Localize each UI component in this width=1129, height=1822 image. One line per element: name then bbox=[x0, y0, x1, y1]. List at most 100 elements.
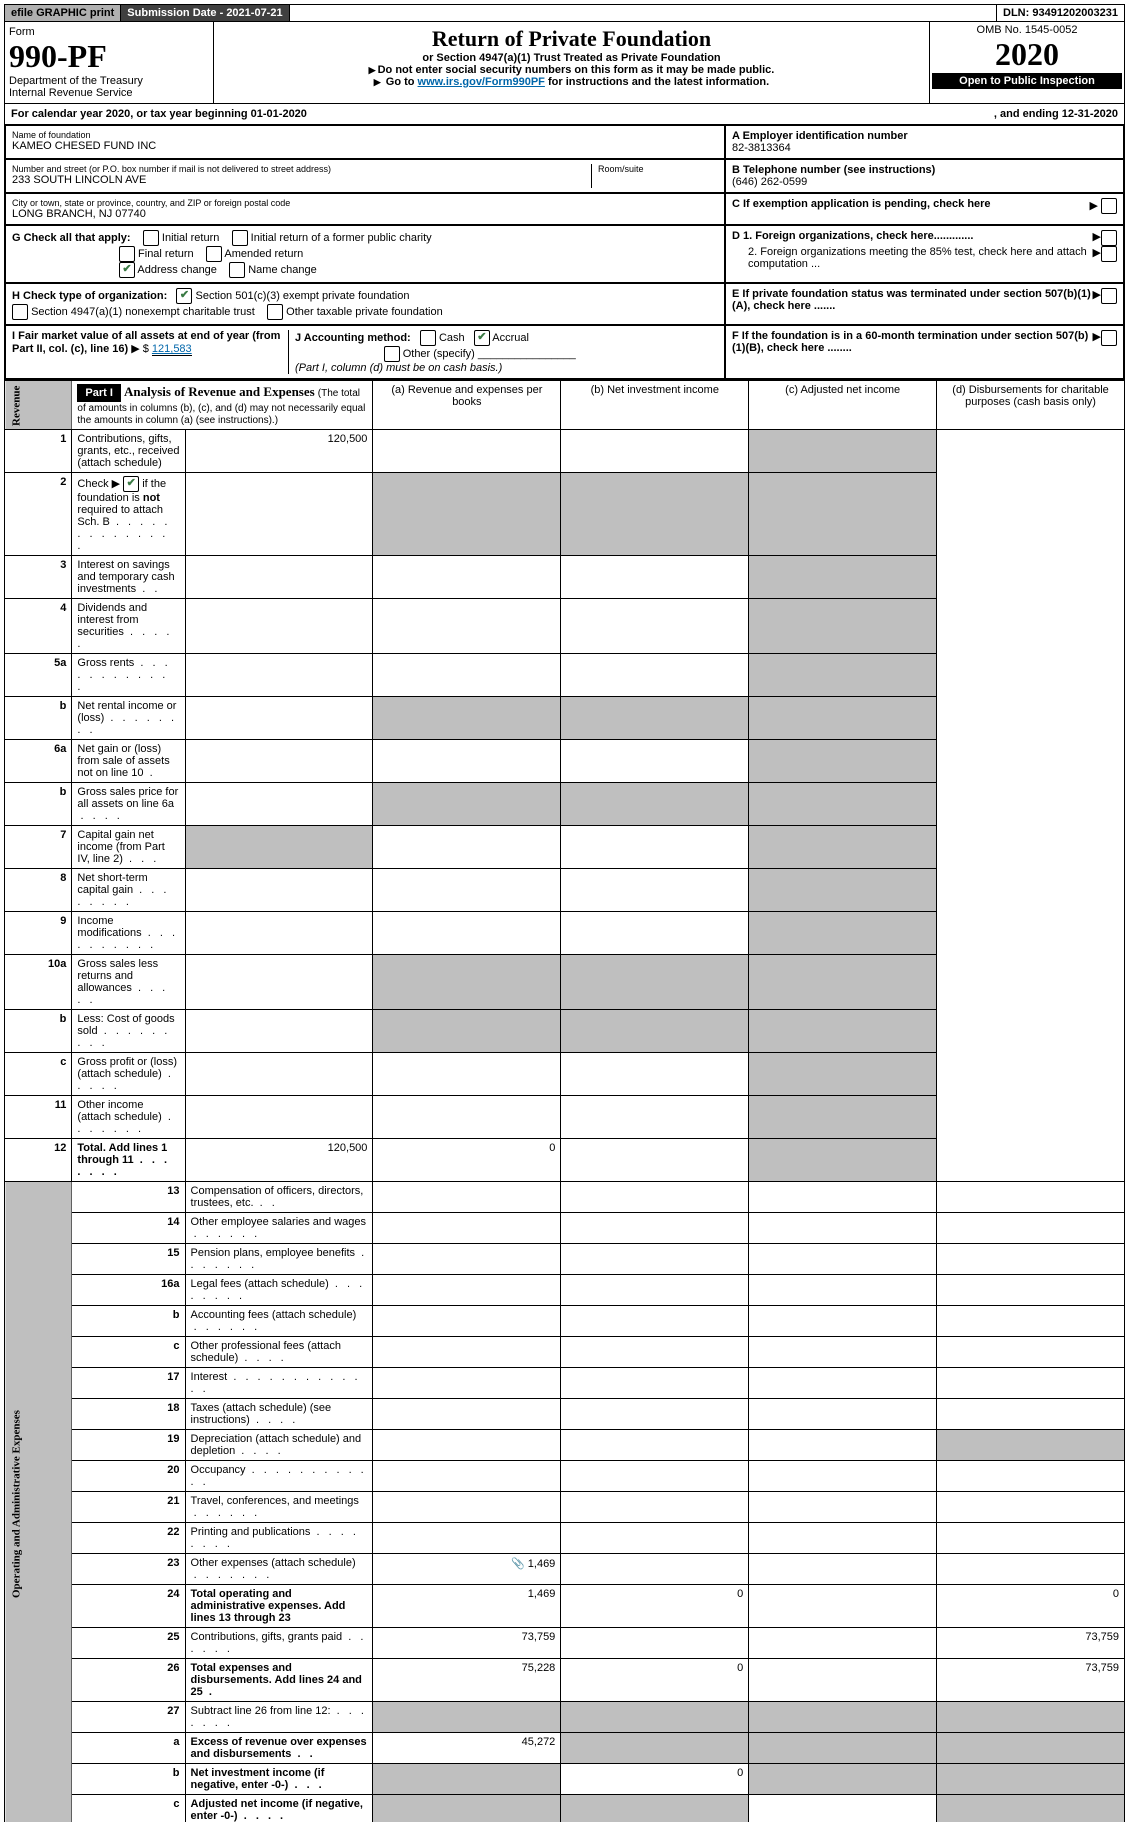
cell-d bbox=[937, 1702, 1125, 1733]
cell-a bbox=[373, 1182, 561, 1213]
row-description: Total operating and administrative expen… bbox=[185, 1585, 373, 1628]
cal-year-begin: For calendar year 2020, or tax year begi… bbox=[11, 108, 307, 120]
cell-c bbox=[561, 697, 749, 740]
row-description: Total expenses and disbursements. Add li… bbox=[185, 1659, 373, 1702]
row-description: Other expenses (attach schedule) . . . .… bbox=[185, 1554, 373, 1585]
row-number: 14 bbox=[72, 1213, 185, 1244]
table-row: bNet rental income or (loss) . . . . . .… bbox=[5, 697, 1125, 740]
street-address: 233 SOUTH LINCOLN AVE bbox=[12, 174, 591, 186]
cell-b bbox=[561, 1399, 749, 1430]
cell-c bbox=[561, 556, 749, 599]
final-return-checkbox[interactable] bbox=[119, 246, 135, 262]
cell-c bbox=[749, 1492, 937, 1523]
cell-b bbox=[561, 1430, 749, 1461]
cell-d bbox=[749, 599, 937, 654]
cell-b bbox=[373, 783, 561, 826]
cell-d bbox=[749, 697, 937, 740]
cell-b bbox=[373, 654, 561, 697]
table-row: 5aGross rents . . . . . . . . . . . . bbox=[5, 654, 1125, 697]
cell-d bbox=[749, 740, 937, 783]
row-description: Interest on savings and temporary cash i… bbox=[72, 556, 185, 599]
table-row: 2Check ▶ ✔ if the foundation is not requ… bbox=[5, 473, 1125, 556]
cell-c bbox=[749, 1702, 937, 1733]
j-cash-checkbox[interactable] bbox=[420, 330, 436, 346]
name-change-label: Name change bbox=[248, 264, 317, 276]
col-b-header: (b) Net investment income bbox=[561, 381, 749, 430]
cell-a bbox=[373, 1275, 561, 1306]
cell-d bbox=[937, 1275, 1125, 1306]
e-checkbox[interactable] bbox=[1101, 288, 1117, 304]
table-row: Operating and Administrative Expenses13C… bbox=[5, 1182, 1125, 1213]
row-number: a bbox=[72, 1733, 185, 1764]
row-description: Legal fees (attach schedule) . . . . . .… bbox=[185, 1275, 373, 1306]
f-checkbox[interactable] bbox=[1101, 330, 1117, 346]
j-label: J Accounting method: bbox=[295, 332, 411, 344]
cell-c bbox=[561, 1053, 749, 1096]
f-cell: F If the foundation is in a 60-month ter… bbox=[725, 325, 1124, 379]
row-number: 7 bbox=[5, 826, 72, 869]
row-number: c bbox=[5, 1053, 72, 1096]
cell-c bbox=[561, 955, 749, 1010]
table-row: 9Income modifications . . . . . . . . . … bbox=[5, 912, 1125, 955]
cell-c bbox=[749, 1182, 937, 1213]
cell-d bbox=[937, 1368, 1125, 1399]
cell-c bbox=[561, 599, 749, 654]
c-cell: C If exemption application is pending, c… bbox=[725, 193, 1124, 225]
cell-d bbox=[937, 1337, 1125, 1368]
cell-b bbox=[561, 1275, 749, 1306]
name-change-checkbox[interactable] bbox=[229, 262, 245, 278]
j-other-checkbox[interactable] bbox=[384, 346, 400, 362]
j-accrual-checkbox[interactable]: ✔ bbox=[474, 330, 490, 346]
cell-a: 75,228 bbox=[373, 1659, 561, 1702]
amended-return-checkbox[interactable] bbox=[206, 246, 222, 262]
table-row: 7Capital gain net income (from Part IV, … bbox=[5, 826, 1125, 869]
address-change-checkbox[interactable]: ✔ bbox=[119, 262, 135, 278]
cell-b bbox=[373, 1053, 561, 1096]
instructions-link[interactable]: www.irs.gov/Form990PF bbox=[418, 76, 545, 88]
initial-return-label: Initial return bbox=[162, 232, 219, 244]
cell-c bbox=[749, 1306, 937, 1337]
cell-c bbox=[749, 1337, 937, 1368]
initial-former-checkbox[interactable] bbox=[232, 230, 248, 246]
initial-former-label: Initial return of a former public charit… bbox=[251, 232, 432, 244]
col-c-header: (c) Adjusted net income bbox=[749, 381, 937, 430]
cell-d bbox=[749, 1096, 937, 1139]
form-word: Form bbox=[9, 26, 209, 38]
c-checkbox[interactable] bbox=[1101, 198, 1117, 214]
dept-1: Department of the Treasury bbox=[9, 75, 209, 87]
cell-c bbox=[749, 1585, 937, 1628]
cell-c bbox=[561, 430, 749, 473]
cell-d bbox=[937, 1244, 1125, 1275]
cell-b bbox=[373, 473, 561, 556]
cell-d bbox=[749, 912, 937, 955]
d1-checkbox[interactable] bbox=[1101, 230, 1117, 246]
omb-number: OMB No. 1545-0052 bbox=[932, 24, 1122, 36]
h-4947-checkbox[interactable] bbox=[12, 304, 28, 320]
cell-a bbox=[185, 599, 373, 654]
cell-a bbox=[185, 740, 373, 783]
h-checks-cell: H Check type of organization: ✔ Section … bbox=[5, 283, 725, 325]
cell-b bbox=[561, 1795, 749, 1822]
address-cell: Number and street (or P.O. box number if… bbox=[5, 159, 725, 193]
initial-return-checkbox[interactable] bbox=[143, 230, 159, 246]
row-number: c bbox=[72, 1337, 185, 1368]
row-description: Interest . . . . . . . . . . . . . bbox=[185, 1368, 373, 1399]
phone-label: B Telephone number (see instructions) bbox=[732, 164, 1117, 176]
h-501c3-checkbox[interactable]: ✔ bbox=[176, 288, 192, 304]
cell-c bbox=[749, 1430, 937, 1461]
cell-b bbox=[561, 1523, 749, 1554]
table-row: 23Other expenses (attach schedule) . . .… bbox=[5, 1554, 1125, 1585]
row-description: Other income (attach schedule) . . . . .… bbox=[72, 1096, 185, 1139]
d2-checkbox[interactable] bbox=[1101, 246, 1117, 262]
row-description: Contributions, gifts, grants, etc., rece… bbox=[72, 430, 185, 473]
cell-c bbox=[561, 654, 749, 697]
e-cell: E If private foundation status was termi… bbox=[725, 283, 1124, 325]
cell-d bbox=[749, 1139, 937, 1182]
cal-year-end: , and ending 12-31-2020 bbox=[994, 108, 1118, 120]
h-other-checkbox[interactable] bbox=[267, 304, 283, 320]
row-description: Net gain or (loss) from sale of assets n… bbox=[72, 740, 185, 783]
row-description: Contributions, gifts, grants paid . . . … bbox=[185, 1628, 373, 1659]
part1-badge: Part I bbox=[77, 384, 121, 402]
title-box: Return of Private Foundation or Section … bbox=[214, 22, 930, 103]
table-row: 6aNet gain or (loss) from sale of assets… bbox=[5, 740, 1125, 783]
